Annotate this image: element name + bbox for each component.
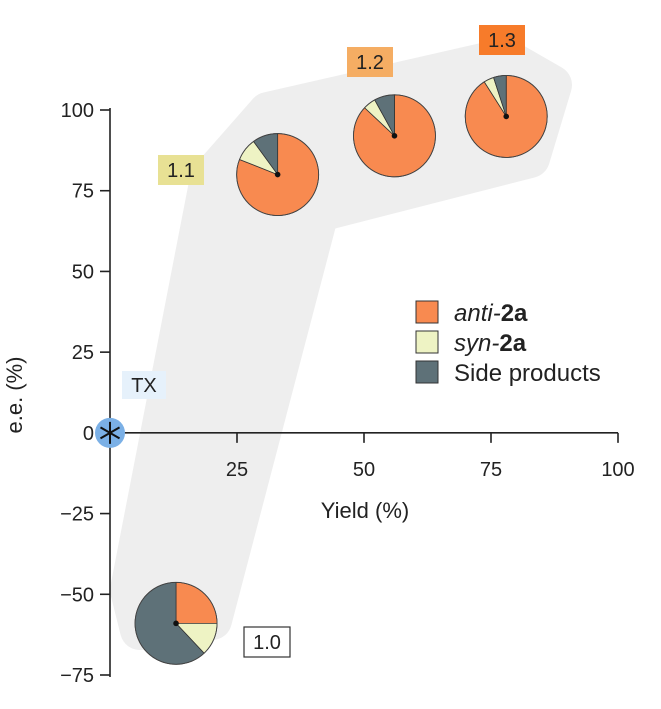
x-tick-label: 100 bbox=[601, 459, 634, 481]
label-box bbox=[479, 25, 525, 55]
label-1-1: 1.1 bbox=[158, 155, 204, 185]
trend-band-shape bbox=[110, 38, 572, 650]
label-TX: TX bbox=[122, 371, 166, 399]
legend-item-syn: syn-2a bbox=[415, 330, 527, 357]
pie-outline bbox=[353, 94, 436, 178]
pie-1-0 bbox=[134, 581, 218, 665]
point-labels: TX 1.0 1.1 1.2 1.3 bbox=[122, 25, 525, 658]
y-tick-label: 25 bbox=[72, 342, 94, 364]
y-tick-label: 75 bbox=[72, 181, 94, 203]
legend-label-prefix: Side products bbox=[454, 360, 601, 387]
pie-1-3 bbox=[464, 75, 548, 158]
y-tick-label: −50 bbox=[60, 584, 94, 606]
pie-center-dot bbox=[391, 133, 398, 139]
label-text: 1.0 bbox=[253, 632, 281, 654]
x-tick-label: 50 bbox=[353, 459, 375, 481]
y-tick-label: 50 bbox=[72, 261, 94, 283]
trend-band bbox=[110, 38, 572, 650]
label-text: 1.2 bbox=[356, 52, 384, 74]
pie-center-dot bbox=[274, 171, 281, 178]
y-tick-label: −25 bbox=[60, 504, 94, 526]
y-axis-title: e.e. (%) bbox=[2, 356, 27, 433]
tx-marker-stroke bbox=[99, 426, 121, 440]
legend-label-compound: 2a bbox=[499, 330, 526, 357]
label-box bbox=[243, 626, 291, 658]
label-text: 1.3 bbox=[488, 30, 516, 52]
label-text: TX bbox=[131, 375, 157, 397]
x-axis-title: Yield (%) bbox=[321, 498, 409, 523]
pie-center-dot bbox=[503, 113, 510, 120]
label-box bbox=[158, 155, 204, 185]
legend-label: Side products bbox=[454, 360, 601, 387]
data-points bbox=[95, 75, 548, 665]
tx-marker bbox=[95, 417, 125, 448]
legend-swatch bbox=[415, 300, 439, 324]
label-1-2: 1.2 bbox=[347, 47, 393, 77]
label-box bbox=[122, 371, 166, 399]
legend-label-compound: 2a bbox=[501, 300, 528, 327]
y-tick-label: −75 bbox=[60, 665, 94, 687]
label-1-3: 1.3 bbox=[479, 25, 525, 55]
x-tick-label: 25 bbox=[226, 459, 248, 481]
label-text: 1.1 bbox=[167, 160, 195, 182]
pie-1-1 bbox=[236, 133, 320, 217]
legend-item-anti: anti-2a bbox=[415, 300, 528, 327]
legend-swatch bbox=[415, 360, 439, 384]
pie-center-dot bbox=[173, 620, 179, 627]
legend-item-side: Side products bbox=[415, 360, 601, 387]
legend-label-prefix: syn- bbox=[454, 330, 499, 357]
legend-swatch bbox=[415, 330, 439, 354]
pie-outline bbox=[134, 581, 218, 665]
label-box bbox=[347, 47, 393, 77]
pie-1-2 bbox=[353, 94, 436, 178]
axes: 100 75 50 25 0 −25 −50 −75 25 50 75 100 bbox=[60, 100, 635, 687]
legend-label-prefix: anti- bbox=[454, 300, 501, 327]
legend-label: syn-2a bbox=[454, 330, 527, 357]
legend-label: anti-2a bbox=[454, 300, 528, 327]
y-tick-label: 0 bbox=[83, 423, 94, 445]
label-1-0: 1.0 bbox=[243, 626, 291, 658]
x-tick-label: 75 bbox=[480, 459, 502, 481]
pie-outline bbox=[464, 75, 548, 158]
pie-outline bbox=[236, 133, 320, 217]
y-tick-label: 100 bbox=[61, 100, 94, 122]
